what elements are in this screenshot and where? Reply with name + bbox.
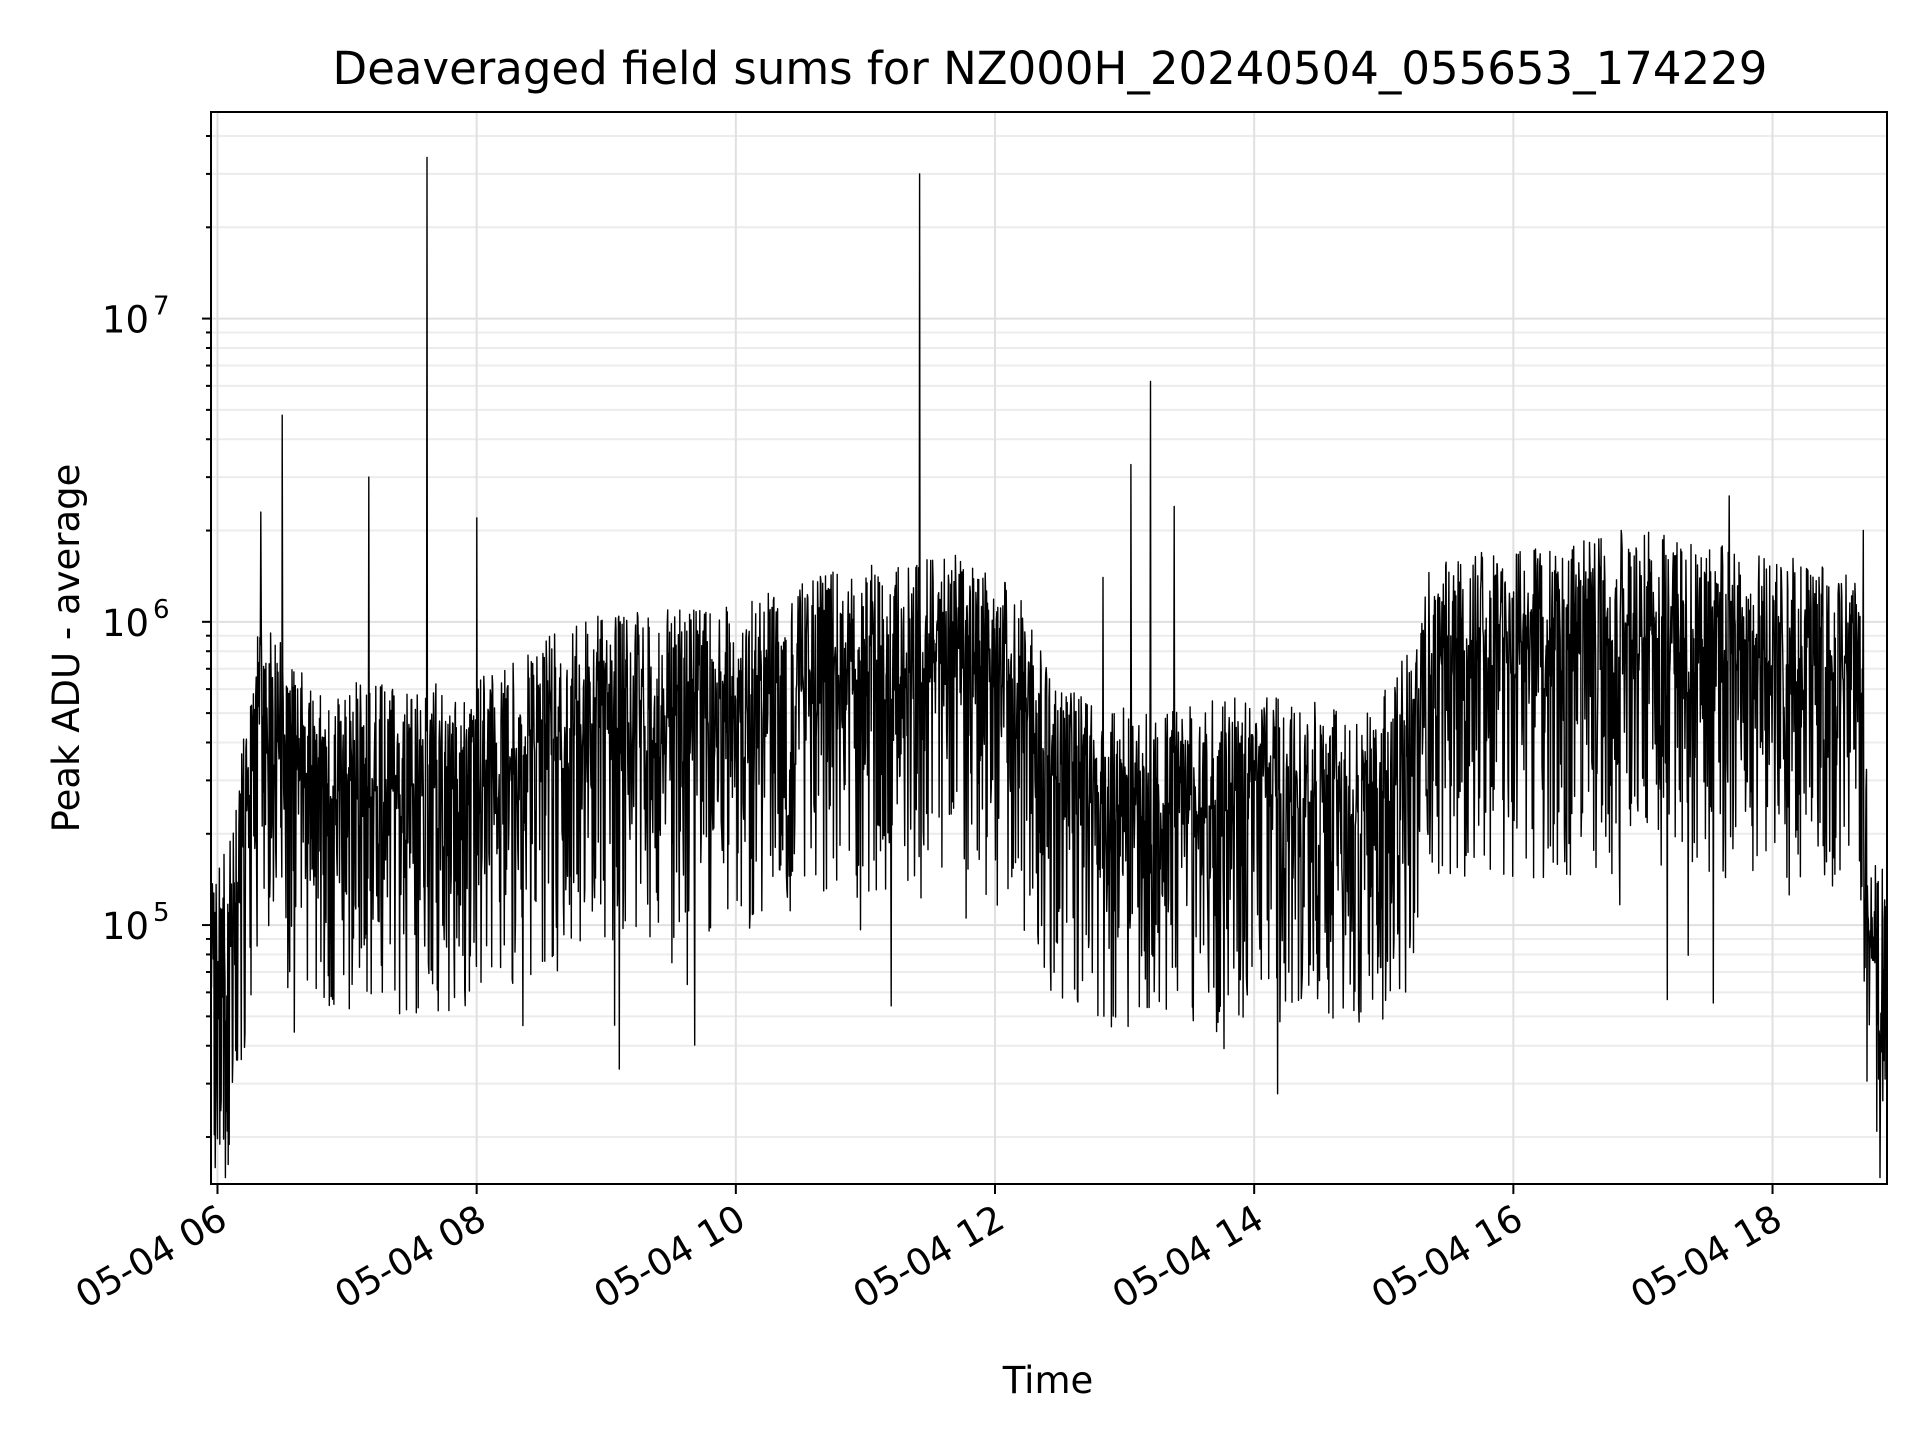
x-axis: 05-04 06 05-04 08 05-04 10 05-04 12 05-04 14… (68, 1184, 1789, 1317)
plot-frame (210, 111, 1888, 1185)
y-tick-label: 10 (102, 905, 149, 948)
series-path (210, 156, 1888, 1179)
x-tick-label: 05-04 08 (328, 1197, 494, 1317)
y-axis-label: Peak ADU - average (45, 464, 88, 833)
y-tick-label: 10 (102, 299, 149, 342)
series-line (210, 156, 1888, 1179)
x-tick-label: 05-04 16 (1364, 1197, 1530, 1317)
y-tick-exponent: 5 (153, 898, 170, 928)
x-axis-label: Time (1002, 1359, 1094, 1402)
x-tick-label: 05-04 14 (1105, 1197, 1271, 1317)
x-tick-label: 05-04 12 (846, 1197, 1012, 1317)
x-tick-label: 05-04 10 (587, 1197, 753, 1317)
y-tick-exponent: 6 (153, 595, 170, 625)
x-tick-label: 05-04 06 (68, 1197, 234, 1317)
x-tick-label: 05-04 18 (1623, 1197, 1789, 1317)
y-tick-label: 10 (102, 602, 149, 645)
y-tick-exponent: 7 (153, 292, 170, 322)
chart-title: Deaveraged field sums for NZ000H_2024050… (333, 42, 1768, 95)
